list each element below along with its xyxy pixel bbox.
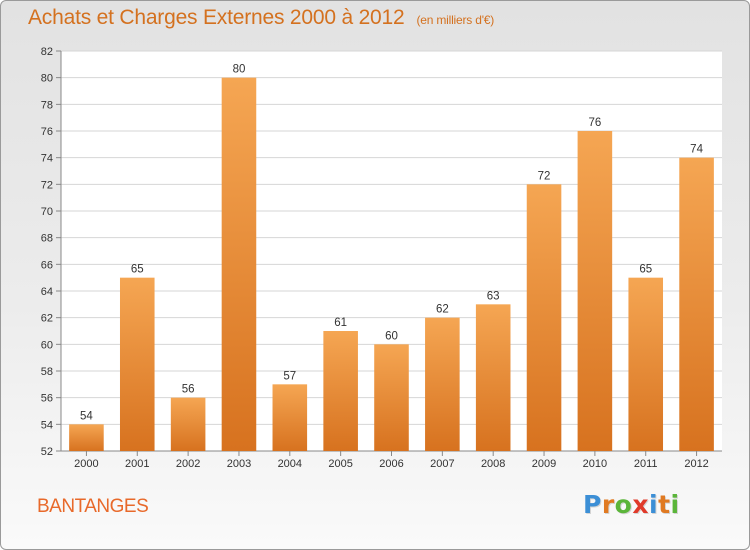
data-label: 54 (80, 410, 93, 422)
x-tick-label: 2002 (176, 458, 200, 470)
y-tick-label: 54 (41, 419, 53, 431)
proxiti-logo[interactable]: Proxiti (583, 490, 680, 519)
y-tick-label: 82 (41, 46, 53, 58)
x-tick-label: 2004 (278, 458, 302, 470)
y-tick-label: 78 (41, 99, 53, 111)
y-tick-label: 74 (41, 153, 53, 165)
bar (323, 331, 358, 451)
commune-name: BANTANGES (37, 496, 149, 517)
bar (475, 304, 511, 451)
y-tick-label: 76 (41, 126, 53, 138)
bar (425, 317, 460, 451)
bar (526, 184, 562, 452)
x-tick-label: 2007 (430, 458, 454, 470)
x-tick-label: 2006 (379, 458, 403, 470)
bar (628, 277, 664, 451)
data-label: 56 (182, 384, 195, 396)
bar (272, 384, 308, 451)
bar (170, 397, 206, 451)
data-label: 80 (233, 64, 246, 76)
x-tick-label: 2011 (634, 458, 658, 470)
y-tick-label: 66 (41, 259, 53, 271)
data-label: 60 (385, 330, 398, 342)
data-label: 61 (334, 317, 347, 329)
x-tick-label: 2003 (227, 458, 251, 470)
x-tick-label: 2009 (532, 458, 556, 470)
y-tick-label: 52 (41, 446, 53, 458)
bar (679, 157, 714, 451)
bar (119, 277, 155, 451)
data-label: 63 (487, 290, 500, 302)
x-tick-label: 2000 (74, 458, 98, 470)
data-label: 62 (436, 304, 449, 316)
x-tick-label: 2005 (328, 458, 352, 470)
logo-letter: P (583, 490, 602, 519)
bar (221, 77, 257, 452)
y-tick-label: 80 (41, 73, 53, 85)
logo-letter: r (601, 490, 615, 519)
data-label: 57 (283, 370, 296, 382)
x-tick-label: 2012 (684, 458, 708, 470)
logo-letter: t (658, 490, 671, 519)
x-tick-label: 2010 (583, 458, 607, 470)
y-tick-label: 72 (41, 179, 53, 191)
data-label: 65 (639, 264, 652, 276)
y-tick-label: 58 (41, 366, 53, 378)
y-tick-label: 64 (41, 286, 53, 298)
logo-letter: o (614, 490, 633, 519)
y-tick-label: 62 (41, 313, 53, 325)
data-label: 76 (588, 117, 601, 129)
logo-letter: i (649, 490, 659, 519)
y-tick-label: 68 (41, 233, 53, 245)
y-tick-label: 70 (41, 206, 53, 218)
chart-title: Achats et Charges Externes 2000 à 2012 (e… (28, 6, 494, 30)
chart-title-text: Achats et Charges Externes 2000 à 2012 (28, 6, 405, 29)
bar (374, 344, 409, 451)
data-label: 65 (131, 264, 144, 276)
logo-letter: i (670, 490, 680, 519)
data-label: 72 (538, 170, 551, 182)
y-tick-label: 60 (41, 339, 53, 351)
x-tick-label: 2008 (481, 458, 505, 470)
bar (577, 131, 613, 451)
y-tick-label: 56 (41, 393, 53, 405)
bar (69, 424, 104, 451)
chart-unit-subtitle: (en milliers d'€) (416, 13, 495, 27)
data-label: 74 (690, 144, 703, 156)
logo-letter: x (632, 490, 649, 519)
x-tick-label: 2001 (125, 458, 149, 470)
